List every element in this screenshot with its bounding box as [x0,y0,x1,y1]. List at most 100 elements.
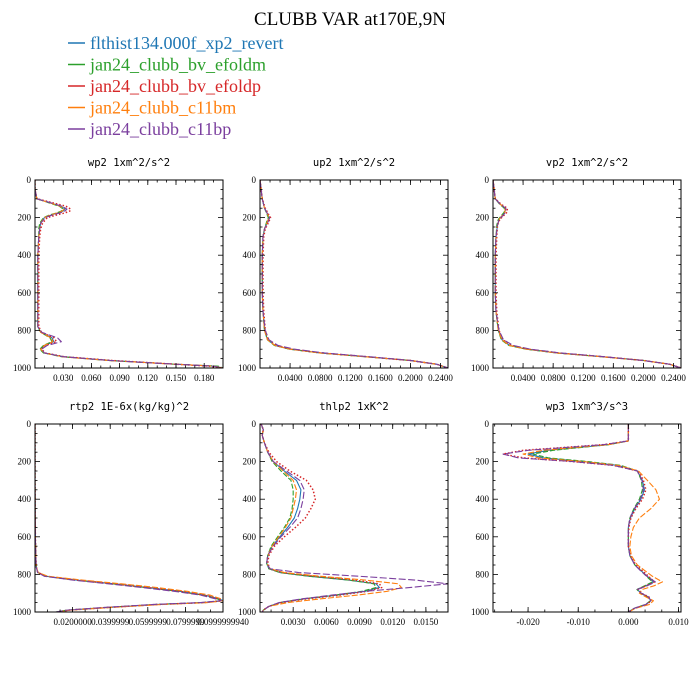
y-tick-label: 600 [476,288,490,298]
x-tick-label: 0.000 [618,617,639,627]
panel-wp3: wp3 1xm^3/s^3 0 200 400 600 800 1000 -0.020 -0.0… [471,401,689,627]
y-tick-label: 0 [252,175,257,185]
x-tick-label: 0.1200 [571,373,596,383]
x-tick-label: 0.0060 [314,617,339,627]
panel-vp2: vp2 1xm^2/s^2 0 200 400 600 800 1000 0.0400 0.08… [471,157,686,383]
y-tick-label: 600 [243,288,257,298]
panel-thlp2: thlp2 1xK^2 0 200 400 600 800 1000 0.0030 0.0060… [238,401,449,627]
x-tick-label: 0.0120 [380,617,405,627]
panels: wp2 1xm^2/s^2 0 200 400 600 800 1000 0.030 0.060… [13,157,689,627]
series-line-flthist134-000f-xp2-revert [260,424,380,612]
legend-entry-flthist134-000f-xp2-revert: flthist134.000f_xp2_revert [68,33,283,53]
series-line-jan24-clubb-c11bp [493,180,681,368]
x-tick-label: 0.0799999 [166,617,205,627]
x-tick-label: 0.030 [53,373,74,383]
panel-title: rtp2 1E-6x(kg/kg)^2 [69,401,189,413]
y-tick-label: 1000 [238,363,257,373]
y-tick-label: 800 [476,569,490,579]
x-tick-label: 0.0400 [511,373,536,383]
y-tick-label: 0 [27,419,32,429]
x-tick-label: 0.120 [138,373,159,383]
y-tick-label: 600 [18,288,32,298]
legend-label: jan24_clubb_bv_efoldm [89,55,266,75]
x-tick-label: 0.0800 [541,373,566,383]
x-tick-label: 0.1200 [338,373,363,383]
x-tick-label: 0.2000 [398,373,423,383]
y-tick-label: 1000 [471,607,490,617]
x-tick-label: 0.0800 [308,373,333,383]
y-tick-label: 400 [18,250,32,260]
series-line-jan24-clubb-bv-efoldm [532,424,653,612]
y-tick-label: 1000 [471,363,490,373]
plot-frame [492,423,682,613]
series-line-jan24-clubb-c11bp [35,180,223,368]
y-tick-label: 1000 [13,363,32,373]
legend-label: jan24_clubb_c11bm [89,98,236,118]
series-line-jan24-clubb-c11bm [522,424,664,612]
series-line-jan24-clubb-bv-efoldp [35,424,223,612]
legend-label: jan24_clubb_bv_efoldp [89,76,261,96]
x-tick-label: 0.1600 [601,373,626,383]
legend-label: flthist134.000f_xp2_revert [90,33,283,53]
series-group [35,180,223,368]
y-tick-label: 400 [476,250,490,260]
series-line-flthist134-000f-xp2-revert [35,424,223,612]
legend-entry-jan24-clubb-c11bm: jan24_clubb_c11bm [68,98,236,118]
y-tick-label: 200 [243,213,257,223]
panel-up2: up2 1xm^2/s^2 0 200 400 600 800 1000 0.0400 0.08… [238,157,453,383]
x-tick-label: 0.2400 [661,373,686,383]
plot-frame [492,179,682,369]
panel-title: wp3 1xm^3/s^3 [546,401,628,413]
series-group [502,424,664,612]
series-line-jan24-clubb-bv-efoldp [260,180,448,368]
legend-entry-jan24-clubb-c11bp: jan24_clubb_c11bp [68,119,231,139]
series-group [35,424,223,612]
y-tick-label: 800 [18,325,32,335]
series-line-jan24-clubb-bv-efoldp [35,180,223,368]
legend: flthist134.000f_xp2_revertjan24_clubb_bv… [68,33,283,139]
y-tick-label: 1000 [238,607,257,617]
series-line-jan24-clubb-bv-efoldm [35,424,222,612]
series-line-jan24-clubb-bv-efoldm [493,180,681,368]
x-tick-label: 0.0400 [278,373,303,383]
series-line-jan24-clubb-c11bm [260,424,403,612]
plot-frame [259,423,449,613]
x-tick-label: 0.0599999 [129,617,168,627]
series-line-flthist134-000f-xp2-revert [527,424,654,612]
series-line-jan24-clubb-c11bp [260,424,448,612]
y-tick-label: 400 [243,494,257,504]
series-line-flthist134-000f-xp2-revert [493,180,681,368]
y-tick-label: 200 [18,213,32,223]
series-line-jan24-clubb-c11bm [35,424,223,612]
x-tick-label: 0.0090 [347,617,372,627]
series-line-jan24-clubb-bv-efoldm [260,424,377,612]
legend-entry-jan24-clubb-bv-efoldp: jan24_clubb_bv_efoldp [68,76,261,96]
y-tick-label: 0 [252,419,257,429]
y-tick-label: 200 [18,457,32,467]
legend-label: jan24_clubb_c11bp [89,119,231,139]
y-tick-label: 200 [243,457,257,467]
series-line-jan24-clubb-bv-efoldp [502,424,656,612]
x-tick-label: 0.010 [668,617,689,627]
x-tick-label: 0.0150 [414,617,439,627]
y-tick-label: 400 [243,250,257,260]
plot-frame [34,423,224,613]
y-tick-label: 400 [18,494,32,504]
series-line-jan24-clubb-c11bm [493,180,681,368]
y-tick-label: 400 [476,494,490,504]
x-tick-label: -0.010 [567,617,591,627]
series-line-jan24-clubb-c11bm [35,180,223,368]
panel-title: wp2 1xm^2/s^2 [88,157,170,169]
series-line-jan24-clubb-c11bm [260,180,448,368]
y-tick-label: 600 [476,532,490,542]
legend-entry-jan24-clubb-bv-efoldm: jan24_clubb_bv_efoldm [68,55,266,75]
panel-title: thlp2 1xK^2 [319,401,389,413]
series-line-jan24-clubb-bv-efoldm [260,180,448,368]
x-tick-label: 0.0200000 [53,617,92,627]
panel-wp2: wp2 1xm^2/s^2 0 200 400 600 800 1000 0.030 0.060… [13,157,224,383]
x-tick-label: 0.090 [109,373,130,383]
panel-title: up2 1xm^2/s^2 [313,157,395,169]
x-tick-label: 0.0999999940 [197,617,249,627]
y-tick-label: 200 [476,213,490,223]
